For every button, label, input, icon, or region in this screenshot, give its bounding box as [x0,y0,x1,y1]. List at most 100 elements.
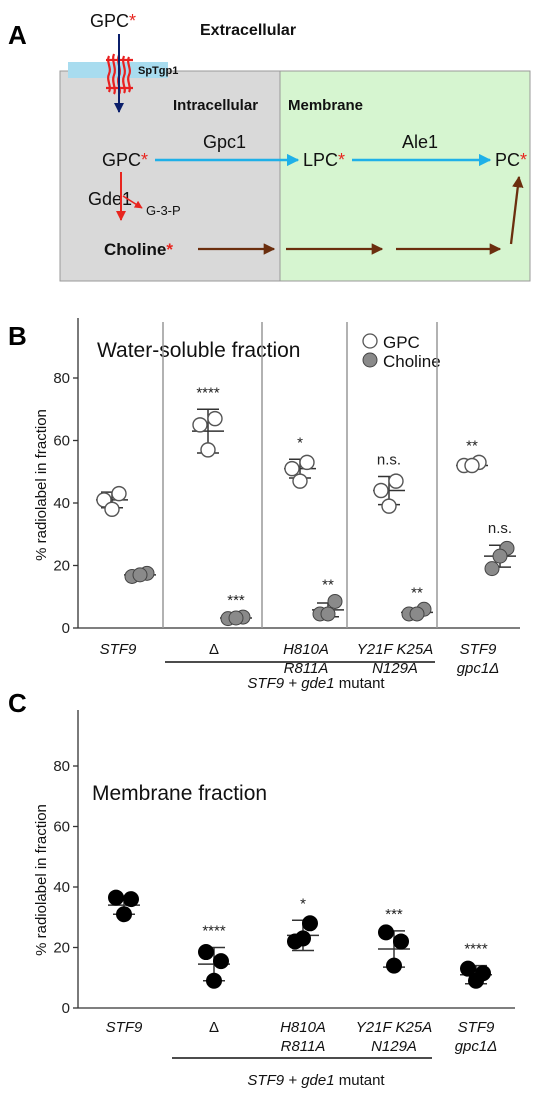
choline-label: Choline* [104,240,173,259]
x-category-label: R811A [281,1038,326,1055]
y-tick-label: 0 [62,1000,70,1017]
chart-water-soluble: % radiolabel in fraction Water-soluble f… [33,318,520,692]
significance-label: **** [464,941,488,958]
pc-label: PC* [495,150,527,170]
membrane-region [279,70,531,282]
significance-label: n.s. [377,451,401,468]
panel-a-letter: A [8,20,27,50]
significance-label: ** [466,437,478,454]
y-tick-label: 80 [53,370,70,387]
data-point [123,891,139,908]
data-point [104,501,120,517]
data-point [116,906,132,923]
data-point [409,606,425,622]
gpc-intracellular-label: GPC* [102,150,148,170]
y-tick-label: 60 [53,433,70,450]
significance-label: n.s. [488,520,512,537]
data-point [295,930,311,947]
significance-label: ** [322,576,334,593]
data-point [468,972,484,989]
panel-b-y-axis-label: % radiolabel in fraction [33,409,50,561]
y-tick-label: 60 [53,819,70,836]
ale1-enzyme-label: Ale1 [402,132,438,152]
x-category-label: STF9 [106,1019,143,1036]
significance-label: ** [411,584,423,601]
x-category-label: Δ [209,1019,219,1036]
significance-label: **** [202,923,226,940]
legend-choline-marker [362,352,378,368]
panel-b-mutant-group-label: STF9 + gde1 mutant [247,675,385,692]
x-category-label: R811A [284,660,329,677]
y-tick-label: 20 [53,558,70,575]
data-point [284,460,300,477]
data-point [464,457,480,474]
data-point [200,442,216,458]
chart-membrane: % radiolabel in fraction Membrane fracti… [33,710,515,1089]
y-tick-label: 40 [53,879,70,896]
panel-c-letter: C [8,688,27,718]
panel-c-mutant-group-label: STF9 + gde1 mutant [247,1072,385,1089]
data-point [111,485,127,502]
panel-b-inner-title: Water-soluble fraction [97,339,300,362]
y-tick-label: 80 [53,758,70,775]
gde1-enzyme-label: Gde1 [88,189,132,209]
intracellular-label: Intracellular [173,97,258,114]
x-category-label: STF9 [460,641,497,658]
legend-choline-label: Choline [383,352,441,371]
x-category-label: H810A [280,1019,326,1036]
x-category-label: H810A [283,641,329,658]
significance-label: **** [196,384,220,401]
data-point [192,417,208,433]
g3p-branch-arrow [122,195,143,209]
data-point [381,498,397,514]
y-tick-label: 20 [53,940,70,957]
data-point [484,561,500,577]
data-point [207,410,223,427]
panel-b-letter: B [8,321,27,351]
data-point [206,972,222,989]
gpc1-enzyme-label: Gpc1 [203,132,246,152]
x-category-label: N129A [371,1038,417,1055]
significance-label: * [300,895,306,912]
x-category-label: Y21F K25A [356,1019,432,1036]
data-point [327,593,343,609]
data-point [373,482,389,499]
x-category-label: gpc1Δ [455,1038,498,1055]
intracellular-region [59,70,281,282]
data-point [320,606,336,622]
panel-c: C % radiolabel in fraction Membrane frac… [8,688,515,1089]
x-category-label: STF9 [458,1019,495,1036]
panel-a: A SpTgp1 GPC* Extracellular Intracellula… [8,11,531,282]
data-point [132,567,148,583]
y-tick-label: 0 [62,620,70,637]
y-tick-label: 40 [53,495,70,512]
data-point [228,610,244,626]
x-category-label: gpc1Δ [457,660,500,677]
x-category-label: STF9 [100,641,137,658]
panel-c-y-axis-label: % radiolabel in fraction [33,804,50,956]
data-point [393,933,409,950]
significance-label: *** [227,592,245,609]
panel-c-inner-title: Membrane fraction [92,782,267,805]
x-category-label: Y21F K25A [357,641,433,658]
data-point [492,548,508,564]
gpc-extracellular-label: GPC* [90,11,136,31]
significance-label: * [297,434,303,451]
data-point [378,924,394,941]
data-point [292,473,308,489]
membrane-label: Membrane [288,97,363,114]
legend-gpc-marker [362,333,378,349]
data-point [198,944,214,961]
data-point [299,454,315,471]
significance-label: *** [385,906,403,923]
legend-gpc-label: GPC [383,333,420,352]
data-point [213,953,229,970]
g3p-label: G-3-P [146,203,181,218]
data-point [386,957,402,974]
extracellular-label: Extracellular [200,22,296,39]
x-category-label: Δ [209,641,219,658]
sptgp1-label: SpTgp1 [138,65,178,77]
lpc-label: LPC* [303,150,345,170]
panel-b: B % radiolabel in fraction Water-soluble… [8,318,520,692]
x-category-label: N129A [372,660,418,677]
